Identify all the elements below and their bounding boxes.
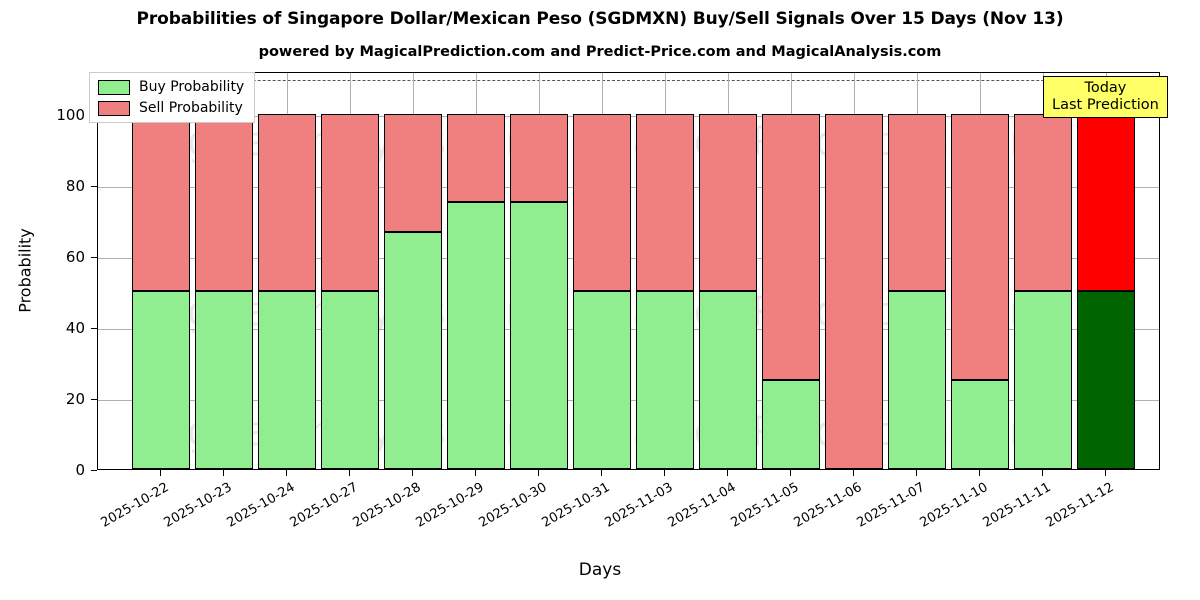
legend-swatch-sell <box>98 100 130 116</box>
bar-segment-sell <box>951 113 1009 381</box>
bar-group[interactable] <box>951 73 1009 469</box>
bar-group[interactable] <box>258 73 316 469</box>
bar-segment-sell <box>384 113 442 232</box>
bar-segment-buy <box>699 291 757 469</box>
bar-segment-sell <box>195 113 253 292</box>
bar-segment-buy <box>1077 291 1135 469</box>
bar-group[interactable] <box>762 73 820 469</box>
bar-segment-buy <box>762 380 820 469</box>
legend-label-sell: Sell Probability <box>139 100 243 116</box>
y-tick-mark <box>91 327 97 330</box>
x-tick-mark <box>349 470 351 476</box>
chart-subtitle: powered by MagicalPrediction.com and Pre… <box>258 44 942 60</box>
y-tick-mark <box>91 470 97 472</box>
y-tick-label: 40 <box>65 318 85 337</box>
legend-swatch-buy <box>98 79 130 95</box>
y-tick-mark <box>91 185 97 187</box>
bar-group[interactable] <box>1077 73 1135 469</box>
x-tick-mark <box>664 470 666 476</box>
legend-item-buy[interactable]: Buy Probability <box>98 79 244 95</box>
chart-legend: Buy Probability Sell Probability <box>89 72 256 123</box>
bars-layer <box>98 73 1159 469</box>
x-tick-mark <box>223 470 225 476</box>
y-tick-label: 100 <box>56 105 85 124</box>
bar-segment-sell <box>1077 113 1135 292</box>
bar-segment-sell <box>699 113 757 292</box>
bar-segment-sell <box>636 113 694 292</box>
bar-segment-buy <box>951 380 1009 469</box>
x-tick-mark <box>979 470 981 476</box>
bar-segment-buy <box>258 291 316 469</box>
bar-group[interactable] <box>699 73 757 469</box>
bar-segment-sell <box>132 113 190 292</box>
x-tick-mark <box>538 470 540 476</box>
bar-group[interactable] <box>888 73 946 469</box>
bar-group[interactable] <box>825 73 883 469</box>
y-tick-mark <box>91 398 97 401</box>
x-tick-mark <box>1042 470 1044 476</box>
bar-segment-sell <box>447 113 505 203</box>
bar-segment-sell <box>825 113 883 469</box>
today-annotation-line1: Today <box>1084 80 1127 96</box>
bar-segment-sell <box>321 113 379 292</box>
x-tick-mark <box>475 470 477 476</box>
bar-group[interactable] <box>384 73 442 469</box>
y-tick-label: 20 <box>65 389 85 408</box>
plot-area: MagicalAnalysis.comMagicalPrediction.com… <box>97 72 1160 470</box>
y-tick-label: 0 <box>75 461 85 479</box>
bar-segment-buy <box>636 291 694 469</box>
x-axis-title: Days <box>578 560 622 580</box>
bar-group[interactable] <box>447 73 505 469</box>
bar-group[interactable] <box>132 73 190 469</box>
bar-segment-buy <box>384 231 442 469</box>
bar-segment-buy <box>573 291 631 469</box>
x-tick-mark <box>601 470 603 476</box>
today-annotation: Today Last Prediction <box>1043 76 1168 119</box>
bar-segment-sell <box>573 113 631 292</box>
x-tick-mark <box>727 470 729 476</box>
bar-segment-buy <box>510 202 568 469</box>
bar-group[interactable] <box>321 73 379 469</box>
bar-segment-buy <box>447 202 505 469</box>
bar-segment-sell <box>258 113 316 292</box>
bar-segment-sell <box>888 113 946 292</box>
bar-segment-buy <box>195 291 253 469</box>
x-tick-mark <box>916 470 918 476</box>
x-tick-mark <box>790 470 792 476</box>
x-tick-mark <box>160 470 162 476</box>
y-axis-title: Probability <box>15 228 35 313</box>
y-tick-label: 80 <box>65 176 85 195</box>
today-annotation-line2: Last Prediction <box>1052 96 1159 113</box>
x-tick-mark <box>1105 470 1107 476</box>
legend-item-sell[interactable]: Sell Probability <box>98 100 244 116</box>
bar-group[interactable] <box>1014 73 1072 469</box>
bar-segment-buy <box>888 291 946 469</box>
bar-group[interactable] <box>195 73 253 469</box>
bar-segment-sell <box>1014 113 1072 292</box>
y-tick-mark <box>91 256 97 259</box>
bar-segment-sell <box>510 113 568 203</box>
bar-segment-sell <box>762 113 820 381</box>
reference-line <box>98 80 1159 82</box>
bar-group[interactable] <box>636 73 694 469</box>
bar-segment-buy <box>1014 291 1072 469</box>
y-tick-label: 60 <box>65 247 85 266</box>
x-tick-mark <box>853 470 855 476</box>
bar-group[interactable] <box>573 73 631 469</box>
x-tick-mark <box>286 470 288 476</box>
x-tick-mark <box>412 470 414 476</box>
bar-segment-buy <box>321 291 379 469</box>
bar-group[interactable] <box>510 73 568 469</box>
chart-title: Probabilities of Singapore Dollar/Mexica… <box>136 9 1064 29</box>
bar-segment-buy <box>132 291 190 469</box>
legend-label-buy: Buy Probability <box>139 79 245 95</box>
